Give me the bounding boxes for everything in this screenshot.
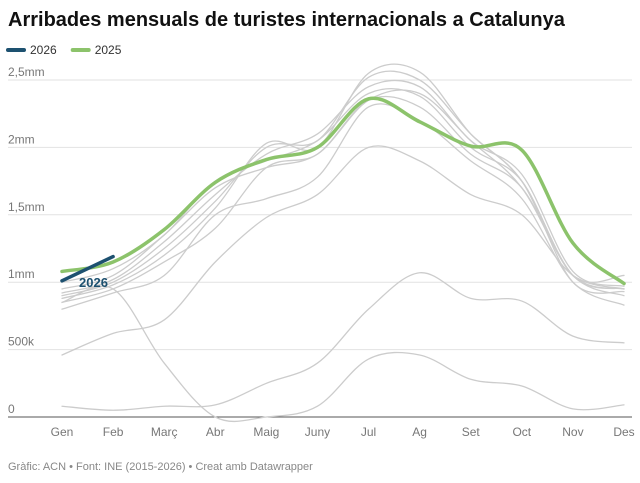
chart-title: Arribades mensuals de turistes internaci… — [8, 9, 566, 31]
y-tick-label: 1,5mm — [8, 200, 45, 214]
x-tick-label: Abr — [206, 425, 225, 439]
series-line — [61, 103, 625, 310]
y-tick-label: 1mm — [8, 267, 35, 281]
series-line — [61, 285, 625, 423]
x-tick-label: Gen — [51, 425, 74, 439]
x-tick-label: Nov — [562, 425, 583, 439]
x-tick-label: Des — [613, 425, 634, 439]
x-tick-label: Març — [151, 425, 178, 439]
series-line — [61, 145, 625, 356]
source-note: Gràfic: ACN • Font: INE (2015-2026) • Cr… — [8, 461, 313, 473]
annotation: 2026 — [79, 275, 108, 290]
series-line — [61, 79, 625, 294]
x-tick-label: Oct — [512, 425, 531, 439]
series-line — [61, 70, 625, 297]
x-tick-label: Jul — [361, 425, 376, 439]
series-line — [60, 96, 626, 286]
series-line — [61, 89, 625, 304]
x-tick-label: Maig — [253, 425, 279, 439]
series-line — [61, 63, 625, 300]
legend-label: 2025 — [95, 43, 122, 57]
y-tick-label: 2,5mm — [8, 65, 45, 79]
series-line — [60, 254, 115, 283]
y-tick-label: 2mm — [8, 132, 35, 146]
series-line — [61, 95, 625, 290]
series-line — [61, 88, 625, 284]
y-tick-label: 500k — [8, 335, 35, 349]
y-tick-label: 0 — [8, 402, 15, 416]
legend-label: 2026 — [30, 43, 57, 57]
x-tick-label: Feb — [103, 425, 124, 439]
x-tick-label: Set — [462, 425, 481, 439]
x-tick-label: Juny — [305, 425, 330, 439]
x-tick-label: Ag — [412, 425, 427, 439]
series-line — [61, 272, 625, 411]
